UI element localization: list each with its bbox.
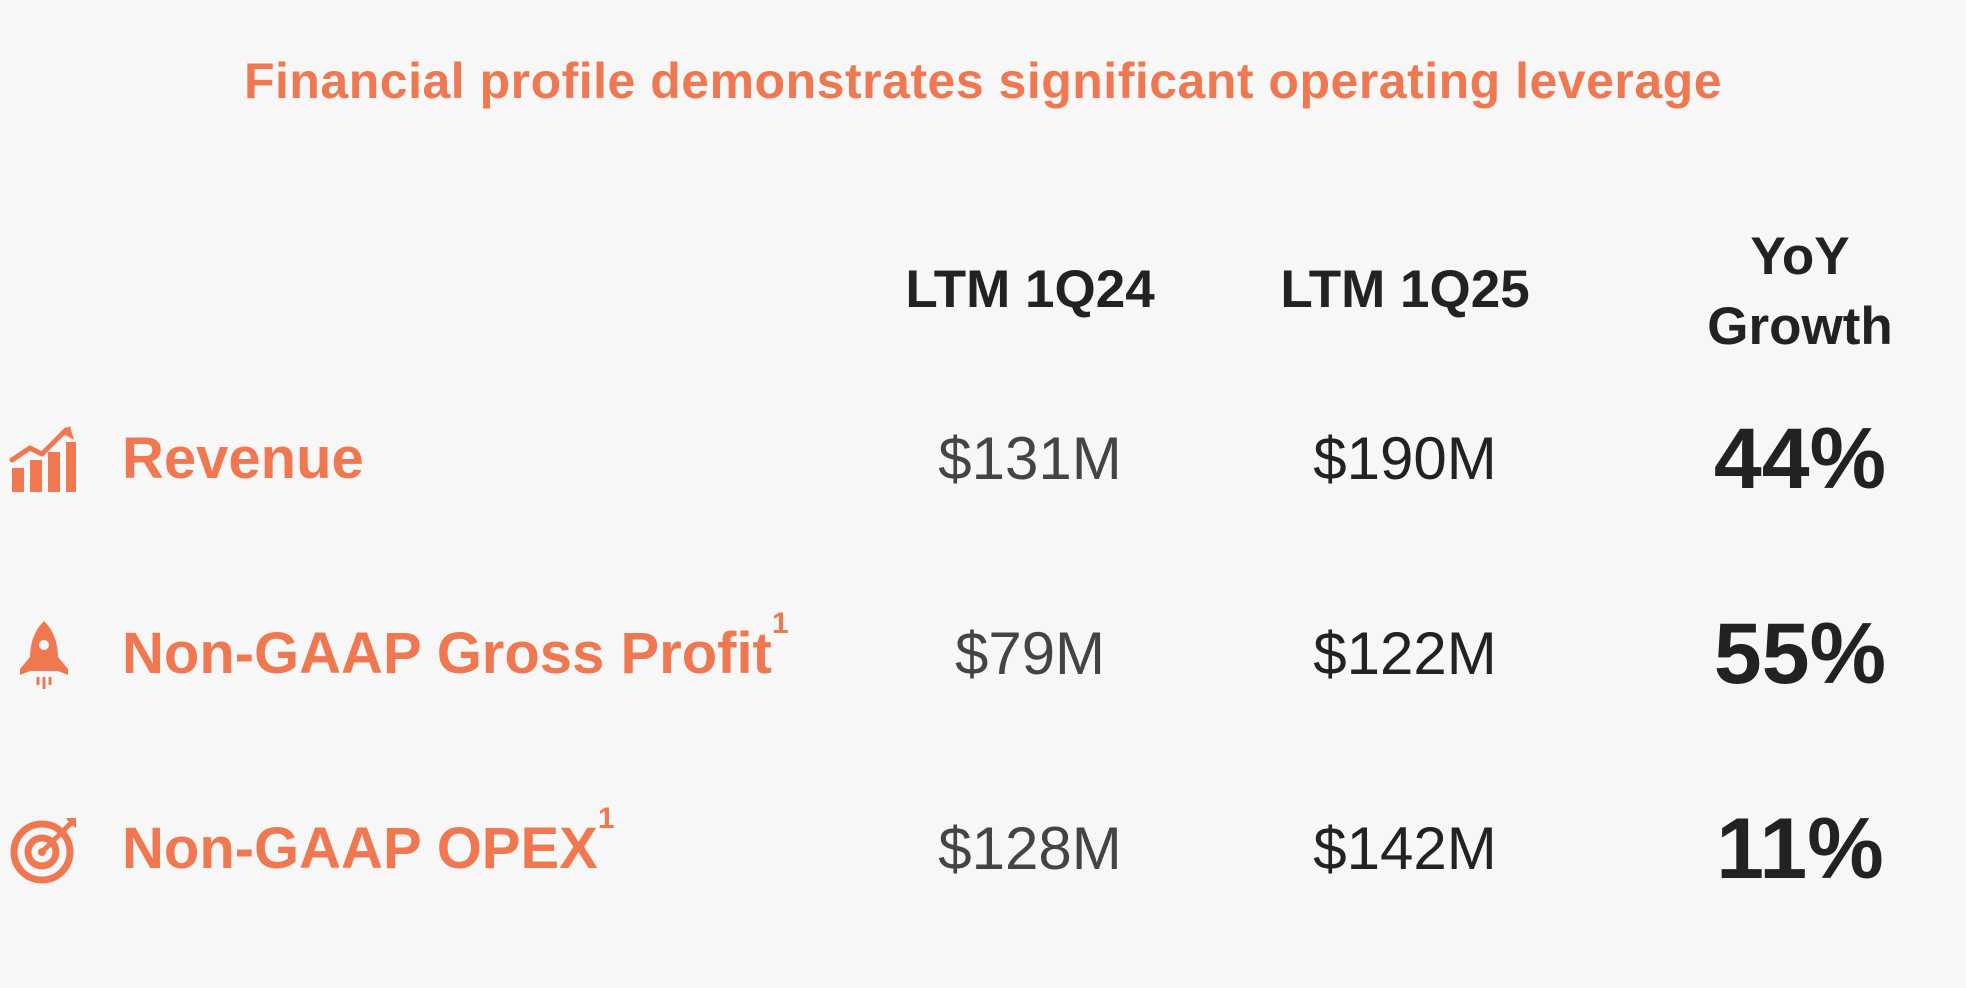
value-ltm-1q24: $128M <box>938 815 1122 882</box>
footnote-marker: 1 <box>597 802 615 835</box>
value-yoy-growth: 44% <box>1713 411 1887 507</box>
target-icon <box>10 818 76 884</box>
footnote-marker: 1 <box>771 607 789 640</box>
metric-label: Revenue <box>122 404 364 514</box>
value-ltm-1q24: $131M <box>938 425 1122 492</box>
page-title: Financial profile demonstrates significa… <box>243 53 1723 109</box>
column-header-yoy-line2: Growth <box>1707 297 1893 356</box>
column-header-yoy-line1: YoY <box>1750 227 1850 286</box>
value-ltm-1q25: $190M <box>1313 425 1497 492</box>
metric-name: Revenue <box>122 426 364 491</box>
value-yoy-growth: 55% <box>1713 606 1887 702</box>
column-header-ltm-1q25: LTM 1Q25 <box>1280 260 1530 319</box>
metric-name: Non-GAAP Gross Profit <box>122 621 772 686</box>
column-header-yoy-growth: YoY Growth <box>1650 222 1950 362</box>
metric-label: Non-GAAP Gross Profit1 <box>122 599 789 709</box>
value-ltm-1q25: $122M <box>1313 620 1497 687</box>
column-header-ltm-1q24: LTM 1Q24 <box>905 260 1155 319</box>
metric-label: Non-GAAP OPEX1 <box>122 794 615 904</box>
value-ltm-1q24: $79M <box>954 620 1106 687</box>
value-ltm-1q25: $142M <box>1313 815 1497 882</box>
table-row-opex: Non-GAAP OPEX1 $128M $142M 11% <box>0 794 1966 904</box>
metric-name: Non-GAAP OPEX <box>122 816 598 881</box>
table-row-gross-profit: Non-GAAP Gross Profit1 $79M $122M 55% <box>0 599 1966 709</box>
growth-chart-icon <box>9 426 76 492</box>
table-row-revenue: Revenue $131M $190M 44% <box>0 404 1966 514</box>
rocket-icon <box>20 621 68 689</box>
value-yoy-growth: 11% <box>1716 801 1884 897</box>
